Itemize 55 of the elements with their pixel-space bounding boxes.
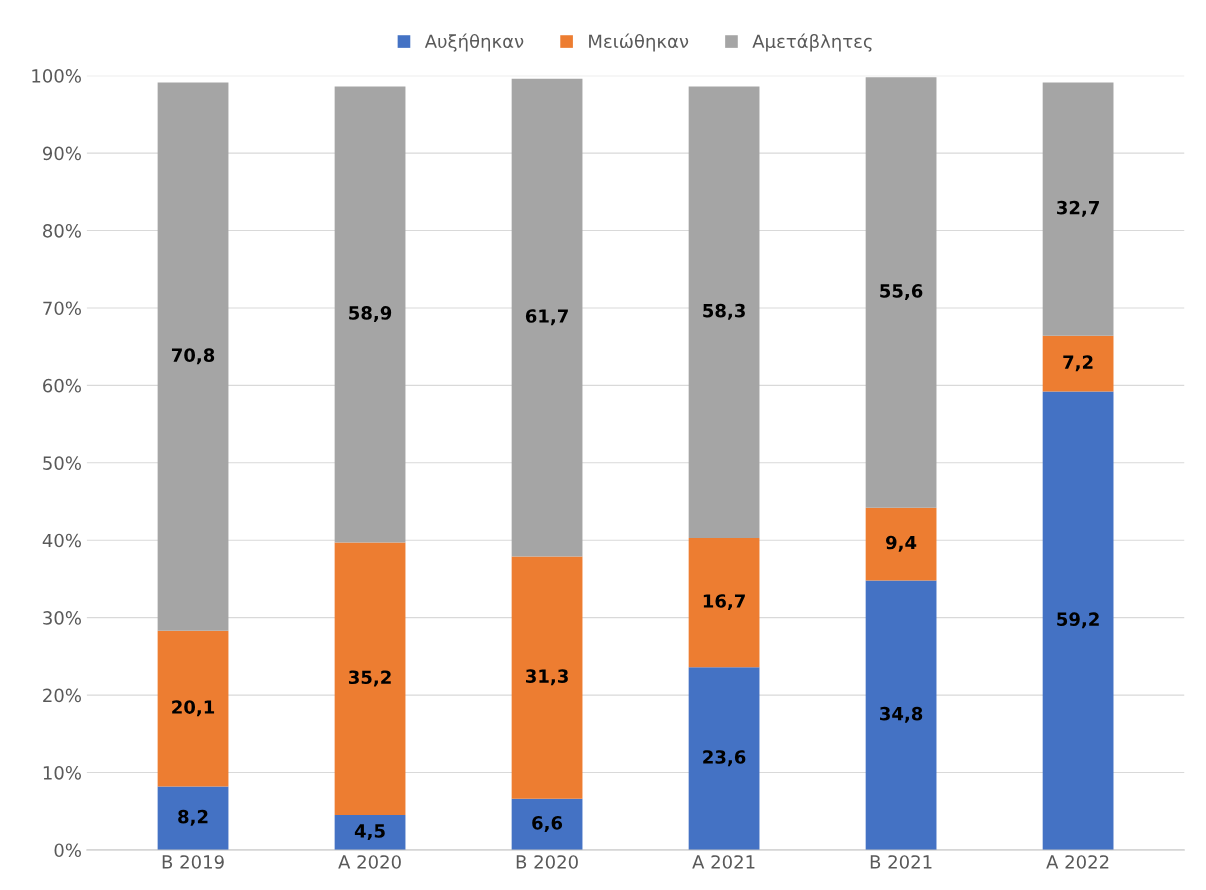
data-label: 4,5 <box>354 824 385 841</box>
data-label: 20,1 <box>172 700 215 717</box>
bar <box>157 82 229 631</box>
data-label: 61,7 <box>525 309 568 326</box>
bar <box>688 537 760 668</box>
y-tick-label: 40% <box>42 533 81 548</box>
data-label: 23,6 <box>703 750 746 767</box>
data-label: 9,4 <box>886 535 917 552</box>
data-label: 58,3 <box>703 303 745 320</box>
data-label: 35,2 <box>348 670 391 687</box>
y-tick-label: 90% <box>42 146 81 161</box>
y-tick-label: 10% <box>43 765 81 780</box>
bar <box>865 580 937 850</box>
bar <box>511 78 583 557</box>
bar <box>688 667 760 850</box>
bar <box>334 86 406 543</box>
legend-label: Αυξήθηκαν <box>424 33 524 52</box>
bar <box>511 798 583 850</box>
data-label: 59,2 <box>1057 612 1099 629</box>
data-label: 31,3 <box>525 669 568 686</box>
data-label: 7,2 <box>1063 355 1093 372</box>
x-tick-label: Α 2021 <box>692 855 755 869</box>
bar <box>688 86 760 538</box>
y-tick-label: 20% <box>43 688 81 703</box>
data-label: 34,8 <box>880 706 923 723</box>
data-label: 58,9 <box>349 306 392 323</box>
data-label: 55,6 <box>880 284 923 300</box>
y-tick-label: 30% <box>43 611 81 625</box>
bar <box>865 507 937 581</box>
bar <box>511 556 583 799</box>
bar <box>157 786 229 850</box>
bar <box>334 542 406 816</box>
data-label: 16,7 <box>703 594 745 611</box>
bar <box>1042 82 1114 336</box>
y-tick-label: 100% <box>32 69 81 83</box>
x-tick-label: Α 2022 <box>1046 855 1109 869</box>
data-label: 6,6 <box>532 816 563 832</box>
x-tick-label: Α 2020 <box>338 855 401 869</box>
x-tick-label: Β 2019 <box>162 855 224 869</box>
data-label: 32,7 <box>1057 200 1099 217</box>
data-label: 70,8 <box>171 348 215 365</box>
bar <box>865 77 937 508</box>
y-tick-label: 0% <box>54 843 81 858</box>
x-tick-label: Β 2020 <box>516 855 578 869</box>
legend-label: Μειώθηκαν <box>589 33 689 52</box>
bar <box>157 630 229 787</box>
bar <box>1042 391 1114 850</box>
y-tick-label: 50% <box>43 456 81 470</box>
y-tick-label: 60% <box>43 378 81 393</box>
legend-label: Αμετάβλητες <box>752 33 872 52</box>
data-label: 8,2 <box>178 809 208 826</box>
y-tick-label: 70% <box>43 301 81 316</box>
x-tick-label: Β 2021 <box>870 855 932 869</box>
y-tick-label: 80% <box>43 223 81 238</box>
bar <box>1042 335 1114 392</box>
